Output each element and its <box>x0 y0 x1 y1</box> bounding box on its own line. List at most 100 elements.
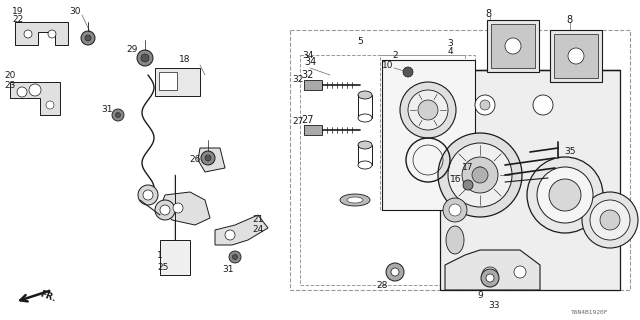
Polygon shape <box>440 70 620 290</box>
Circle shape <box>112 109 124 121</box>
Circle shape <box>505 38 521 54</box>
Ellipse shape <box>358 91 372 99</box>
Text: 9: 9 <box>477 292 483 300</box>
Text: 35: 35 <box>564 148 576 156</box>
Text: 5: 5 <box>357 37 363 46</box>
Circle shape <box>449 204 461 216</box>
Text: 30: 30 <box>69 7 81 17</box>
Circle shape <box>590 200 630 240</box>
Text: 29: 29 <box>126 45 138 54</box>
Circle shape <box>462 157 498 193</box>
Circle shape <box>438 133 522 217</box>
Bar <box>380 55 475 210</box>
Circle shape <box>85 35 91 41</box>
Bar <box>300 55 465 285</box>
Text: 34: 34 <box>304 57 316 67</box>
Circle shape <box>482 267 498 283</box>
Text: 34: 34 <box>302 51 314 60</box>
Circle shape <box>549 179 581 211</box>
Circle shape <box>391 268 399 276</box>
Circle shape <box>229 251 241 263</box>
Circle shape <box>141 54 149 62</box>
Bar <box>487 20 539 72</box>
Bar <box>155 68 200 96</box>
Circle shape <box>17 87 27 97</box>
Polygon shape <box>15 22 68 45</box>
Circle shape <box>138 185 158 205</box>
Text: 27: 27 <box>292 117 304 126</box>
Circle shape <box>475 95 495 115</box>
Circle shape <box>205 155 211 161</box>
Text: 16: 16 <box>451 175 461 185</box>
Circle shape <box>201 151 215 165</box>
Circle shape <box>160 205 170 215</box>
Text: 19: 19 <box>12 7 24 17</box>
Circle shape <box>418 100 438 120</box>
Circle shape <box>46 101 54 109</box>
Polygon shape <box>160 192 210 225</box>
Text: 28: 28 <box>376 281 388 290</box>
Circle shape <box>472 167 488 183</box>
Polygon shape <box>445 250 540 290</box>
Text: 25: 25 <box>157 263 169 273</box>
Polygon shape <box>10 82 60 115</box>
Circle shape <box>173 203 183 213</box>
Circle shape <box>443 198 467 222</box>
Circle shape <box>115 113 120 117</box>
Bar <box>304 80 322 90</box>
Polygon shape <box>215 215 268 245</box>
Text: 2: 2 <box>392 51 398 60</box>
Circle shape <box>486 274 494 282</box>
Circle shape <box>448 143 512 207</box>
Text: 8: 8 <box>485 9 491 19</box>
Ellipse shape <box>446 226 464 254</box>
Circle shape <box>29 84 41 96</box>
Bar <box>554 34 598 78</box>
Ellipse shape <box>358 161 372 169</box>
Polygon shape <box>198 148 225 172</box>
Circle shape <box>400 82 456 138</box>
Text: 1: 1 <box>157 251 163 260</box>
Circle shape <box>475 167 485 177</box>
Circle shape <box>480 100 490 110</box>
Circle shape <box>463 180 473 190</box>
Circle shape <box>514 266 526 278</box>
Bar <box>160 240 190 275</box>
Bar <box>290 30 630 290</box>
Circle shape <box>481 269 499 287</box>
Text: 31: 31 <box>222 266 234 275</box>
Bar <box>491 24 535 68</box>
Circle shape <box>533 95 553 115</box>
Text: 17: 17 <box>462 164 474 172</box>
Text: T6N4B1920F: T6N4B1920F <box>572 310 609 316</box>
Text: FR.: FR. <box>38 289 56 303</box>
Bar <box>304 125 322 135</box>
Text: 31: 31 <box>101 106 113 115</box>
Text: 10: 10 <box>382 60 394 69</box>
Circle shape <box>537 167 593 223</box>
Circle shape <box>24 30 32 38</box>
Ellipse shape <box>358 141 372 149</box>
Circle shape <box>600 210 620 230</box>
Text: 22: 22 <box>12 15 24 25</box>
Bar <box>159 72 177 90</box>
Bar <box>382 60 475 210</box>
Text: 26: 26 <box>189 156 201 164</box>
Circle shape <box>527 157 603 233</box>
Circle shape <box>48 30 56 38</box>
Text: 20: 20 <box>4 71 16 81</box>
Circle shape <box>403 67 413 77</box>
Circle shape <box>225 230 235 240</box>
Text: 24: 24 <box>252 226 264 235</box>
Text: 32: 32 <box>302 70 314 80</box>
Circle shape <box>137 50 153 66</box>
Text: 23: 23 <box>4 81 16 90</box>
Text: 27: 27 <box>301 115 314 125</box>
Circle shape <box>386 263 404 281</box>
Text: 32: 32 <box>292 76 304 84</box>
Circle shape <box>568 48 584 64</box>
Text: 33: 33 <box>488 300 500 309</box>
Text: 3: 3 <box>447 39 453 49</box>
Text: 8: 8 <box>566 15 572 25</box>
Circle shape <box>232 254 237 260</box>
